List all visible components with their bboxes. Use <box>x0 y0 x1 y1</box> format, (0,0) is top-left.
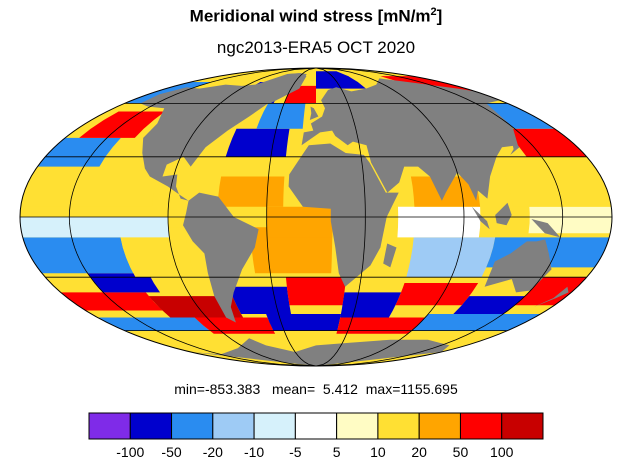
field-patch-9 <box>97 317 210 331</box>
land-new-zealand <box>533 286 569 307</box>
land-north-america <box>140 73 307 201</box>
colorbar-bin <box>418 412 461 440</box>
colorbar-tick-label: 20 <box>411 444 427 460</box>
field-patch-29 <box>225 128 290 157</box>
globe-outline <box>19 67 613 367</box>
graticule <box>20 68 612 366</box>
colorbar-tick-label: -10 <box>243 444 265 460</box>
mollweide-map <box>19 67 613 367</box>
field-patch-35 <box>316 71 366 89</box>
land-greenland <box>257 73 307 104</box>
field-patch-0 <box>60 292 163 311</box>
map-subtitle: ngc2013-ERA5 OCT 2020 <box>216 38 416 57</box>
field-patch-17 <box>406 237 496 278</box>
colorbar-bin <box>88 412 131 440</box>
field-patch-20 <box>266 206 333 238</box>
stat-max-label: max= <box>365 381 401 397</box>
land-australia <box>484 239 552 293</box>
colorbar-tick-label: -5 <box>289 444 302 460</box>
land-madagascar <box>383 243 397 268</box>
field-patch-24 <box>217 176 285 207</box>
field-patch-2 <box>87 273 160 293</box>
stat-max-value: 1155.695 <box>400 381 458 397</box>
field-patch-21 <box>397 206 481 238</box>
colorbar-bin <box>336 412 379 440</box>
field-patch-26 <box>504 172 612 207</box>
colorbar-tick-label: -100 <box>116 444 145 460</box>
map-content <box>20 68 612 366</box>
land-sumatra <box>471 206 490 230</box>
colorbar-bin <box>171 412 214 440</box>
land-borneo <box>495 202 512 226</box>
field-patch-10 <box>194 317 276 334</box>
land-new-guinea <box>531 219 561 238</box>
field-patch-23 <box>20 176 158 207</box>
colorbar-bin <box>377 412 420 440</box>
statistics-line: min=-853.383 mean= 5.412 max=1155.695 <box>0 381 632 397</box>
field-patch-19 <box>20 217 170 238</box>
map-title: Meridional wind stress [mN/m2] <box>189 6 443 26</box>
land-masses <box>140 73 569 366</box>
colorbar-bin <box>459 412 503 440</box>
field-patch-15 <box>119 227 196 278</box>
field-patch-16 <box>250 227 333 274</box>
colorbar-bin <box>212 412 255 440</box>
field-patch-30 <box>256 103 306 129</box>
field-patch-8 <box>514 277 587 306</box>
field-patch-6 <box>395 283 479 306</box>
land-japan <box>508 132 520 155</box>
field-patch-4 <box>285 277 347 306</box>
field-patch-22 <box>528 206 612 234</box>
wind-stress-field <box>20 71 612 334</box>
colorbar-tick-label: 10 <box>370 444 386 460</box>
stat-min-value: -853.383 <box>204 381 261 397</box>
colorbar-tick-label: 100 <box>490 444 514 460</box>
colorbar-tick-label: 5 <box>332 444 341 460</box>
colorbar-bin <box>129 412 173 440</box>
field-patch-12 <box>336 317 426 334</box>
colorbar-bin <box>501 412 544 440</box>
field-patch-33 <box>475 103 555 129</box>
stat-mean-value: 5.412 <box>322 381 358 397</box>
colorbar <box>88 412 544 440</box>
colorbar-bin <box>294 412 338 440</box>
land-antarctica <box>190 338 450 366</box>
stat-min-label: min= <box>174 381 205 397</box>
field-patch-13 <box>411 314 541 331</box>
field-patch-11 <box>266 314 341 331</box>
stat-mean-label: mean= <box>271 381 316 397</box>
colorbar-tick-label: 50 <box>452 444 469 460</box>
land-eurasia <box>301 78 518 201</box>
field-patch-5 <box>340 292 402 318</box>
colorbar-bin <box>253 412 296 440</box>
field-patch-3 <box>228 286 291 314</box>
land-south-america <box>183 192 259 323</box>
colorbar-tick-label: -20 <box>202 444 223 460</box>
land-africa <box>288 143 399 287</box>
colorbar-tick-label: -50 <box>161 444 182 460</box>
land-uk <box>309 106 319 120</box>
